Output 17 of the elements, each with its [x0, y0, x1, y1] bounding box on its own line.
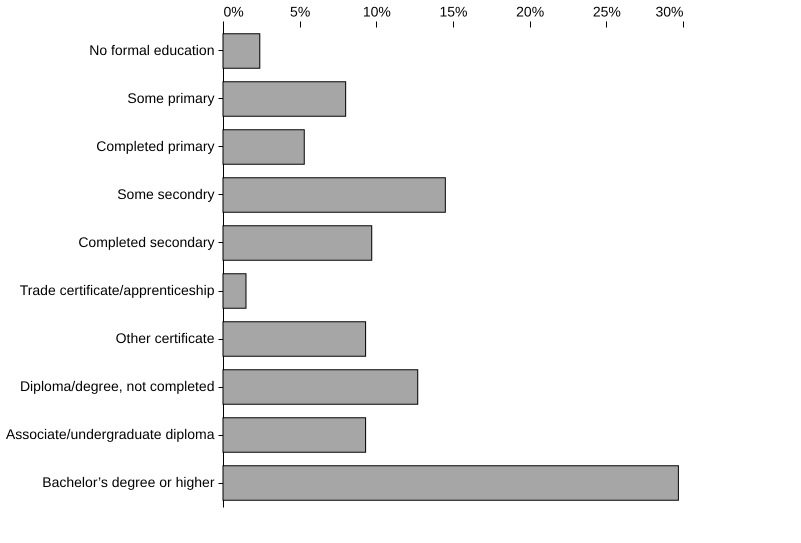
y-tick-label: Bachelor’s degree or higher — [42, 474, 215, 490]
y-tick-label: Some secondry — [117, 186, 214, 202]
y-tick-label: Completed secondary — [78, 234, 214, 250]
y-tick-label: Associate/undergraduate diploma — [6, 426, 215, 442]
y-tick-label: Other certificate — [116, 330, 215, 346]
x-tick-label: 20% — [516, 4, 544, 20]
x-tick-label: 25% — [592, 4, 621, 20]
x-tick-label: 15% — [439, 4, 468, 20]
x-tick-label: 5% — [290, 4, 310, 20]
x-tick-label: 30% — [655, 4, 684, 20]
y-tick-label: Diploma/degree, not completed — [20, 378, 214, 394]
x-tick-label: 10% — [362, 4, 391, 20]
x-tick-label: 0% — [224, 4, 244, 20]
y-tick-label: Some primary — [127, 90, 214, 106]
y-tick-label: No formal education — [89, 42, 214, 58]
y-tick-label: Completed primary — [96, 138, 214, 154]
y-tick-label: Trade certificate/apprenticeship — [20, 282, 215, 298]
